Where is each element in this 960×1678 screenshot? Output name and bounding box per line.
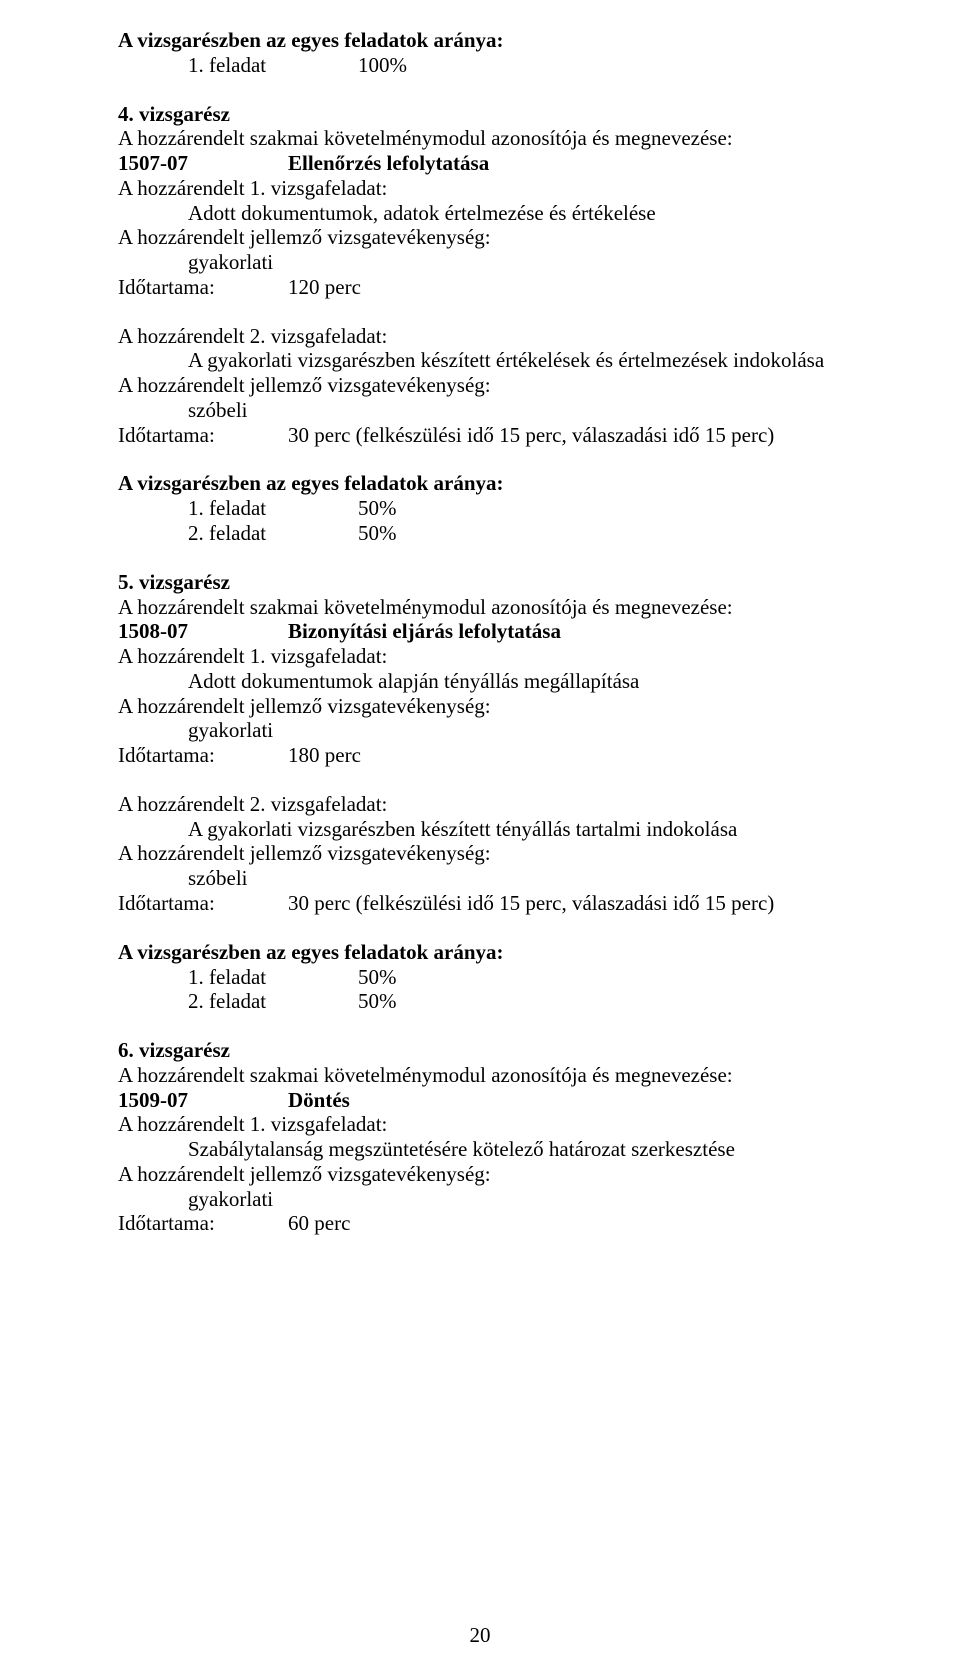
- ratio-row: 1. feladat 50%: [118, 965, 880, 990]
- ratio-heading: A vizsgarészben az egyes feladatok arány…: [118, 471, 880, 496]
- task2-desc: A gyakorlati vizsgarészben készített tén…: [118, 817, 880, 842]
- module-name: Döntés: [288, 1088, 880, 1113]
- ratio-heading: A vizsgarészben az egyes feladatok arány…: [118, 28, 880, 53]
- duration-label: Időtartama:: [118, 1211, 288, 1236]
- section-title: 6. vizsgarész: [118, 1038, 880, 1063]
- task1-label: A hozzárendelt 1. vizsgafeladat:: [118, 1112, 880, 1137]
- task2-label: A hozzárendelt 2. vizsgafeladat:: [118, 324, 880, 349]
- module-line: A hozzárendelt szakmai követelménymodul …: [118, 1063, 880, 1088]
- task-label: 2. feladat: [188, 521, 358, 546]
- task-label: 1. feladat: [188, 53, 358, 78]
- task1-label: A hozzárendelt 1. vizsgafeladat:: [118, 176, 880, 201]
- ratio-row: 1. feladat 50%: [118, 496, 880, 521]
- task1-desc: Szabálytalanság megszüntetésére kötelező…: [118, 1137, 880, 1162]
- activity-value: gyakorlati: [118, 718, 880, 743]
- task-label: 2. feladat: [188, 989, 358, 1014]
- duration-label: Időtartama:: [118, 891, 288, 916]
- document-page: A vizsgarészben az egyes feladatok arány…: [0, 0, 960, 1678]
- duration-row: Időtartama: 120 perc: [118, 275, 880, 300]
- activity-value: szóbeli: [118, 866, 880, 891]
- section-title: 4. vizsgarész: [118, 102, 880, 127]
- module-line: A hozzárendelt szakmai követelménymodul …: [118, 126, 880, 151]
- task-label: 1. feladat: [188, 965, 358, 990]
- task-percent: 50%: [358, 965, 880, 990]
- module-code: 1507-07: [118, 151, 288, 176]
- activity-value: gyakorlati: [118, 250, 880, 275]
- duration-row: Időtartama: 30 perc (felkészülési idő 15…: [118, 891, 880, 916]
- activity-label: A hozzárendelt jellemző vizsgatevékenysé…: [118, 225, 880, 250]
- task-percent: 50%: [358, 521, 880, 546]
- module-code: 1508-07: [118, 619, 288, 644]
- ratio-row: 1. feladat 100%: [118, 53, 880, 78]
- duration-row: Időtartama: 180 perc: [118, 743, 880, 768]
- task-percent: 50%: [358, 496, 880, 521]
- duration-value: 30 perc (felkészülési idő 15 perc, válas…: [288, 423, 880, 448]
- activity-label: A hozzárendelt jellemző vizsgatevékenysé…: [118, 1162, 880, 1187]
- task1-label: A hozzárendelt 1. vizsgafeladat:: [118, 644, 880, 669]
- duration-label: Időtartama:: [118, 275, 288, 300]
- activity-label: A hozzárendelt jellemző vizsgatevékenysé…: [118, 841, 880, 866]
- activity-label: A hozzárendelt jellemző vizsgatevékenysé…: [118, 373, 880, 398]
- activity-value: szóbeli: [118, 398, 880, 423]
- ratio-row: 2. feladat 50%: [118, 521, 880, 546]
- task2-label: A hozzárendelt 2. vizsgafeladat:: [118, 792, 880, 817]
- module-row: 1508-07 Bizonyítási eljárás lefolytatása: [118, 619, 880, 644]
- task1-desc: Adott dokumentumok alapján tényállás meg…: [118, 669, 880, 694]
- duration-value: 60 perc: [288, 1211, 880, 1236]
- module-line: A hozzárendelt szakmai követelménymodul …: [118, 595, 880, 620]
- activity-value: gyakorlati: [118, 1187, 880, 1212]
- ratio-row: 2. feladat 50%: [118, 989, 880, 1014]
- task2-desc: A gyakorlati vizsgarészben készített ért…: [118, 348, 880, 373]
- module-row: 1507-07 Ellenőrzés lefolytatása: [118, 151, 880, 176]
- module-row: 1509-07 Döntés: [118, 1088, 880, 1113]
- duration-label: Időtartama:: [118, 423, 288, 448]
- module-name: Bizonyítási eljárás lefolytatása: [288, 619, 880, 644]
- task-percent: 50%: [358, 989, 880, 1014]
- duration-value: 120 perc: [288, 275, 880, 300]
- activity-label: A hozzárendelt jellemző vizsgatevékenysé…: [118, 694, 880, 719]
- duration-value: 30 perc (felkészülési idő 15 perc, válas…: [288, 891, 880, 916]
- module-name: Ellenőrzés lefolytatása: [288, 151, 880, 176]
- task1-desc: Adott dokumentumok, adatok értelmezése é…: [118, 201, 880, 226]
- page-number: 20: [0, 1623, 960, 1648]
- duration-value: 180 perc: [288, 743, 880, 768]
- duration-row: Időtartama: 60 perc: [118, 1211, 880, 1236]
- section-title: 5. vizsgarész: [118, 570, 880, 595]
- ratio-heading: A vizsgarészben az egyes feladatok arány…: [118, 940, 880, 965]
- task-percent: 100%: [358, 53, 880, 78]
- task-label: 1. feladat: [188, 496, 358, 521]
- module-code: 1509-07: [118, 1088, 288, 1113]
- duration-label: Időtartama:: [118, 743, 288, 768]
- duration-row: Időtartama: 30 perc (felkészülési idő 15…: [118, 423, 880, 448]
